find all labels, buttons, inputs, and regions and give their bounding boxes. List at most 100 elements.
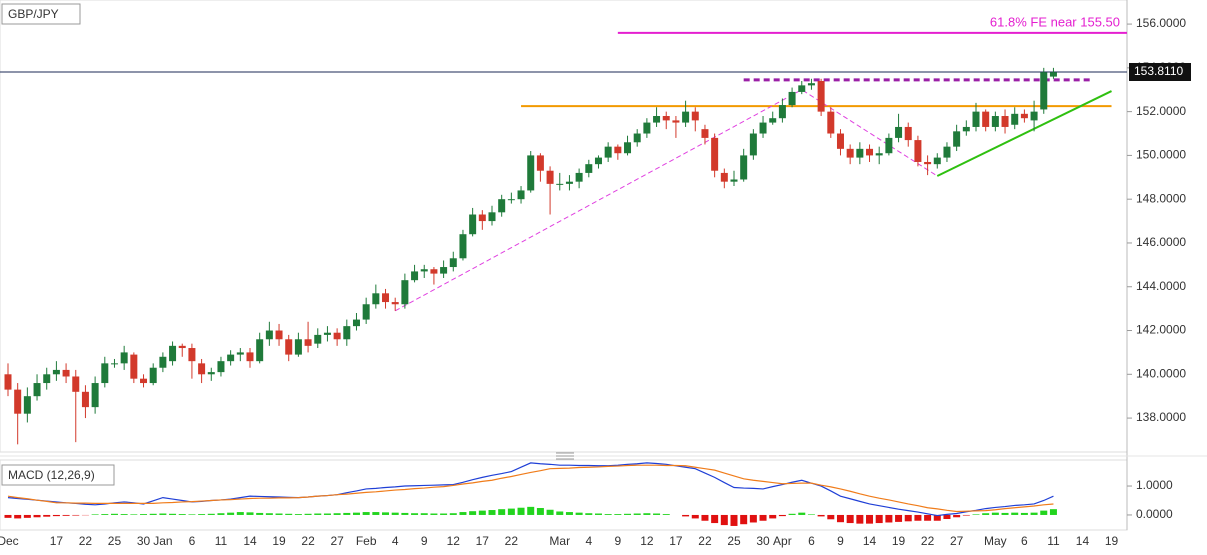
- macd-histogram-bar: [1011, 512, 1019, 515]
- macd-histogram-bar: [817, 514, 825, 517]
- macd-histogram-bar: [991, 512, 999, 515]
- x-tick-label: 25: [727, 534, 741, 548]
- x-tick-label: 9: [837, 534, 844, 548]
- last-price-box: [1129, 62, 1191, 81]
- candle-body: [1040, 72, 1048, 110]
- candle-body: [294, 339, 302, 355]
- level-label: 61.8% FE near 155.50: [990, 14, 1120, 29]
- macd-histogram-bar: [169, 513, 177, 515]
- macd-histogram-bar: [217, 513, 225, 515]
- macd-histogram-bar: [420, 513, 428, 515]
- candle-body: [372, 293, 380, 305]
- macd-histogram-bar: [62, 514, 70, 516]
- macd-histogram-bar: [91, 514, 99, 515]
- candle-body: [1011, 113, 1019, 125]
- macd-histogram-bar: [33, 514, 41, 518]
- x-tick-label: 11: [1047, 534, 1060, 548]
- candle-body: [827, 111, 835, 134]
- macd-histogram-bar: [352, 512, 360, 515]
- macd-histogram-bar: [1030, 512, 1038, 515]
- y-tick-label: 1.0000: [1136, 478, 1173, 492]
- macd-histogram-bar: [585, 513, 593, 515]
- candle-body: [875, 153, 883, 156]
- candle-body: [285, 339, 293, 355]
- y-tick-label: 150.0000: [1136, 148, 1186, 162]
- x-tick-label: 17: [669, 534, 683, 548]
- candle-body: [440, 267, 448, 274]
- x-tick-label: 22: [698, 534, 712, 548]
- macd-histogram-bar: [536, 508, 544, 515]
- macd-histogram-bar: [23, 514, 31, 518]
- x-tick-label: 4: [585, 534, 592, 548]
- macd-histogram-bar: [691, 514, 699, 519]
- macd-histogram-bar: [478, 510, 486, 515]
- macd-histogram-bar: [285, 513, 293, 515]
- macd-histogram-bar: [372, 512, 380, 515]
- macd-histogram-bar: [401, 512, 409, 515]
- macd-histogram-bar: [265, 513, 273, 515]
- candle-body: [575, 172, 583, 182]
- candle-body: [323, 332, 331, 335]
- macd-histogram-bar: [914, 514, 922, 521]
- macd-histogram-bar: [653, 513, 661, 515]
- price-panel: [0, 0, 1128, 453]
- candle-body: [624, 142, 632, 154]
- macd-label: MACD (12,26,9): [8, 468, 95, 482]
- macd-histogram-bar: [546, 509, 554, 515]
- symbol-label: GBP/JPY: [8, 7, 59, 21]
- x-tick-label: 11: [215, 534, 228, 548]
- candle-body: [314, 334, 322, 344]
- y-tick-label: 138.0000: [1136, 410, 1186, 424]
- candle-body: [778, 105, 786, 119]
- macd-histogram-bar: [962, 514, 970, 516]
- macd-histogram-bar: [778, 514, 786, 517]
- macd-histogram-bar: [130, 514, 138, 515]
- macd-histogram-bar: [304, 513, 312, 515]
- macd-histogram-bar: [140, 514, 148, 515]
- candle-body: [430, 269, 438, 274]
- macd-histogram-bar: [807, 514, 815, 515]
- macd-histogram-bar: [604, 514, 612, 515]
- macd-line: [7, 462, 1054, 517]
- x-tick-label: 12: [447, 534, 461, 548]
- macd-histogram-bar: [527, 506, 535, 515]
- candle-body: [933, 157, 941, 165]
- candle-body: [701, 129, 709, 138]
- candle-body: [488, 212, 496, 222]
- x-tick-label: Mar: [549, 534, 570, 548]
- macd-panel: [0, 459, 1128, 531]
- candle-body: [217, 361, 225, 373]
- macd-histogram-bar: [314, 513, 322, 515]
- y-tick-label: 142.0000: [1136, 323, 1186, 337]
- candle-body: [236, 352, 244, 355]
- resize-handle[interactable]: [556, 452, 574, 460]
- x-tick-label: 17: [50, 534, 64, 548]
- x-tick-label: 9: [614, 534, 621, 548]
- candle-body: [14, 389, 22, 414]
- candle-body: [333, 332, 341, 340]
- candle-body: [962, 126, 970, 132]
- candle-body: [62, 369, 70, 377]
- candle-body: [904, 126, 912, 141]
- macd-plot: [4, 462, 1057, 526]
- macd-histogram-bar: [575, 512, 583, 515]
- candle-body: [207, 372, 215, 375]
- candle-body: [769, 118, 777, 123]
- x-tick-label: 22: [921, 534, 935, 548]
- candle-body: [140, 378, 148, 384]
- x-tick-label: 12: [640, 534, 654, 548]
- macd-histogram-bar: [798, 512, 806, 515]
- candle-body: [352, 319, 360, 327]
- candle-body: [469, 214, 477, 235]
- candle-body: [711, 137, 719, 171]
- macd-histogram-bar: [440, 513, 448, 515]
- x-tick-label: 6: [189, 534, 196, 548]
- candle-body: [565, 181, 573, 184]
- macd-histogram-bar: [633, 513, 641, 515]
- candle-body: [478, 214, 486, 222]
- candle-body: [594, 157, 602, 165]
- candle-body: [953, 131, 961, 147]
- x-tick-label: 9: [421, 534, 428, 548]
- candle-body: [459, 234, 467, 259]
- y-tick-label: 0.0000: [1136, 507, 1173, 521]
